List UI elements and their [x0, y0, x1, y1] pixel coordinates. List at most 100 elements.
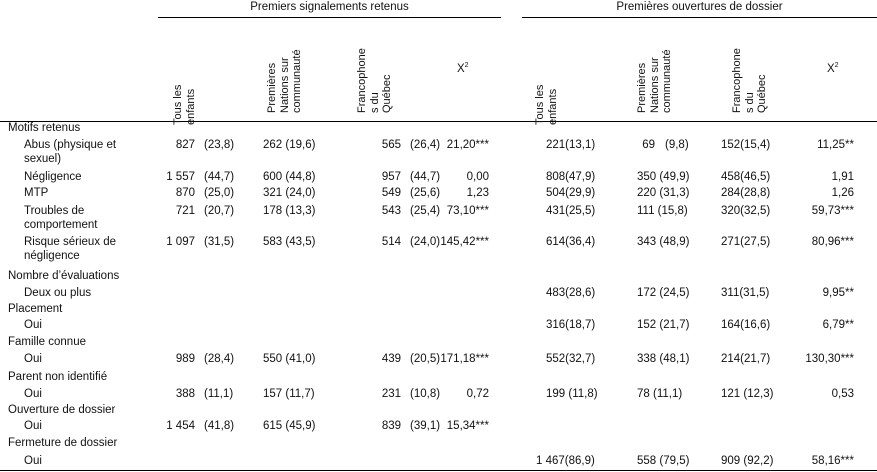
cell-chi: 15,34*** [446, 420, 489, 432]
cell-fn-2: 220 (31,3) [637, 187, 690, 199]
cell-chi: 73,10*** [446, 205, 489, 217]
cell-fn: 157 (11,7) [263, 388, 315, 400]
cell-fn: 262 (19,6) [263, 139, 316, 151]
cell-fr-pct: (25,4) [410, 205, 441, 217]
cell-all-n: 1 557 [166, 171, 195, 183]
cell-all-n: 1 097 [166, 236, 195, 248]
cell-fr-n: 231 [381, 388, 401, 400]
cell-all-pct: (20,7) [204, 205, 235, 217]
colhead-fr-right: Francophone s du Québec [731, 47, 768, 113]
cell-all-pct: (41,8) [204, 420, 235, 432]
cell-fr-2: 311(31,5) [721, 287, 770, 299]
cell-chi: 0,00 [466, 171, 489, 183]
cell-fr-2: 284(28,8) [721, 187, 771, 199]
cell-chi-2: 9,95** [822, 287, 854, 299]
cell-fr-2: 271(27,5) [721, 236, 771, 248]
cell-all-n: 989 [175, 353, 195, 365]
cell-fn: 178 (13,3) [263, 205, 316, 217]
colhead-all-right: Tous les enfants [534, 84, 559, 125]
cell-fr-pct: (39,1) [410, 420, 441, 432]
cell-chi: 21,20*** [446, 139, 489, 151]
section-famille: Famille connue [8, 336, 86, 348]
colhead-chi-left: X2 [457, 62, 469, 75]
cell-all-pct: (44,7) [204, 171, 235, 183]
cell-fn-2-pct: (9,8) [665, 139, 689, 151]
cell-all-2: 504(29,9) [546, 187, 596, 199]
cell-chi-2: 58,16*** [811, 455, 854, 467]
colhead-fr-left: Francophone s du Québec [356, 47, 393, 113]
cell-all-n: 870 [175, 187, 195, 199]
colhead-fn-left: Premières Nations sur communauté [266, 48, 303, 113]
cell-fr-pct: (26,4) [410, 139, 441, 151]
cell-fn: 583 (43,5) [263, 236, 316, 248]
colhead-chi-right: X2 [827, 62, 839, 75]
cell-all-2: 614(36,4) [546, 236, 596, 248]
cell-fr-n: 439 [381, 353, 401, 365]
cell-all-2: 316(18,7) [546, 319, 596, 331]
cell-fn-2: 69 [642, 139, 655, 151]
cell-fn-2: 343 (48,9) [637, 236, 690, 248]
section-ouverture: Ouverture de dossier [8, 404, 116, 416]
cell-fr-n: 565 [381, 139, 401, 151]
cell-fn-2: 338 (48,1) [637, 353, 690, 365]
cell-fr-pct: (25,6) [410, 187, 441, 199]
cell-fn: 615 (45,9) [263, 420, 316, 432]
cell-all-n: 388 [175, 388, 195, 400]
cell-chi: 1,23 [466, 187, 489, 199]
cell-fr-pct: (10,8) [410, 388, 441, 400]
cell-fr-n: 514 [381, 236, 401, 248]
cell-fr-2: 164(16,6) [721, 319, 771, 331]
cell-all-pct: (11,1) [204, 388, 234, 400]
section-placement: Placement [8, 303, 63, 315]
cell-all-2: 552(32,7) [546, 353, 596, 365]
cell-all-2: 221(13,1) [546, 139, 596, 151]
cell-all-pct: (31,5) [204, 236, 235, 248]
cell-all-2: 808(47,9) [546, 171, 596, 183]
cell-chi-2: 1,26 [831, 187, 854, 199]
cell-chi-2: 11,25** [817, 139, 854, 151]
cell-fr-2: 458(46,5) [721, 171, 771, 183]
cell-fr-pct: (44,7) [410, 171, 441, 183]
row-label: Troubles de [24, 205, 85, 217]
section-parent: Parent non identifié [8, 371, 108, 383]
cell-chi-2: 59,73*** [811, 205, 854, 217]
cell-fr-2: 214(21,7) [721, 353, 771, 365]
header-rule [0, 121, 877, 122]
row-label-cont: négligence [24, 250, 80, 262]
cell-fr-n: 957 [381, 171, 401, 183]
group-header-signalements: Premiers signalements retenus [250, 1, 409, 13]
cell-all-pct: (28,4) [204, 353, 235, 365]
top-rule-right [522, 17, 877, 18]
cell-fr-2: 152(15,4) [721, 139, 771, 151]
row-label: Deux ou plus [24, 287, 92, 299]
row-label: Abus (physique et [24, 139, 117, 151]
cell-all-2: 483(28,6) [546, 287, 596, 299]
cell-fn-2: 111 (15,8) [637, 205, 688, 217]
row-label: Oui [24, 455, 42, 467]
cell-fr-n: 839 [381, 420, 401, 432]
row-label: Oui [24, 420, 42, 432]
bottom-rule [0, 470, 877, 471]
section-fermeture: Fermeture de dossier [8, 437, 118, 449]
row-label: Oui [24, 319, 42, 331]
row-label: Négligence [24, 171, 82, 183]
cell-chi: 171,18*** [440, 353, 489, 365]
cell-all-pct: (23,8) [204, 139, 235, 151]
row-label: Risque sérieux de [24, 236, 117, 248]
row-label: MTP [24, 187, 49, 199]
group-header-ouvertures: Premières ouvertures de dossier [616, 1, 783, 13]
cell-fr-2: 320(32,5) [721, 205, 771, 217]
cell-all-n: 1 454 [166, 420, 195, 432]
cell-all-n: 827 [175, 139, 195, 151]
cell-chi-2: 130,30*** [805, 353, 854, 365]
cell-fn-2: 172 (24,5) [637, 287, 690, 299]
colhead-all-left: Tous les enfants [172, 84, 197, 125]
cell-chi-2: 1,91 [831, 171, 854, 183]
cell-fr-n: 549 [381, 187, 401, 199]
cell-all-n: 721 [175, 205, 195, 217]
cell-fn-2: 558 (79,5) [637, 455, 690, 467]
colhead-fn-right: Premières Nations sur communauté [636, 48, 673, 113]
cell-fr-2: 121 (12,3) [721, 388, 774, 400]
cell-fn: 550 (41,0) [263, 353, 316, 365]
row-label-cont: sexuel) [24, 153, 62, 165]
